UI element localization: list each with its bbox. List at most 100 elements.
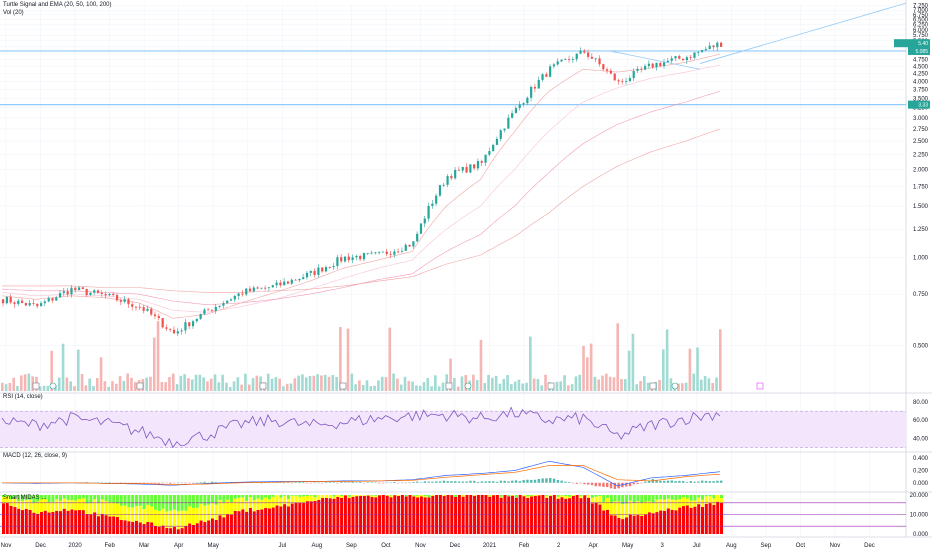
- volume-bar: [544, 374, 547, 391]
- smart-red-bar: [298, 502, 302, 534]
- smart-red-bar: [180, 528, 184, 534]
- smart-green-bar: [632, 495, 636, 503]
- smart-green-bar: [13, 495, 17, 499]
- smart-green-bar: [222, 495, 226, 503]
- candle-body: [701, 50, 704, 52]
- smart-red-bar: [119, 519, 123, 534]
- macd-histogram-bar: [518, 481, 522, 483]
- candle-body: [127, 299, 130, 305]
- smart-midas-pane: [0, 495, 906, 534]
- candle-body: [93, 290, 96, 293]
- candle-body: [20, 300, 24, 304]
- smart-green-bar: [530, 495, 534, 496]
- price-tick-label: 4.000: [913, 79, 929, 85]
- smart-yellow-bar: [587, 495, 591, 498]
- price-tick-label: 6.500: [913, 18, 929, 24]
- macd-histogram-bar: [632, 482, 636, 485]
- candle-body: [271, 285, 274, 288]
- volume-bar: [57, 377, 61, 391]
- volume-bar: [179, 375, 183, 391]
- candle-body: [28, 303, 31, 306]
- smart-red-bar: [81, 510, 85, 534]
- candle-body: [716, 42, 719, 48]
- volume-bar: [616, 323, 620, 391]
- smart-yellow-bar: [628, 500, 632, 515]
- smart-green-bar: [199, 495, 203, 504]
- macd-histogram-bar: [461, 481, 465, 483]
- smart-yellow-bar: [313, 497, 317, 501]
- smart-red-bar: [55, 510, 59, 534]
- candle-body: [499, 130, 502, 139]
- candle-body: [36, 303, 39, 307]
- smart-yellow-bar: [720, 498, 723, 503]
- smart-green-bar: [70, 495, 74, 501]
- smart-yellow-bar: [606, 497, 610, 510]
- smart-red-bar: [526, 497, 530, 534]
- candle-body: [157, 316, 160, 318]
- smart-yellow-bar: [693, 500, 697, 507]
- smart-green-bar: [96, 495, 100, 503]
- macd-histogram-bar: [701, 480, 704, 483]
- candle-body: [503, 128, 506, 131]
- volume-bar: [92, 385, 95, 391]
- candle-body: [55, 297, 58, 301]
- candle-body: [476, 161, 480, 169]
- macd-histogram-bar: [404, 482, 408, 484]
- smart-red-bar: [685, 505, 689, 534]
- volume-bar: [536, 379, 540, 391]
- smart-green-bar: [131, 495, 135, 508]
- time-tick-label: Dec: [35, 543, 46, 549]
- smart-legend[interactable]: Smart MIDAS ...: [3, 495, 47, 501]
- smart-red-bar: [256, 509, 260, 534]
- volume-bar: [719, 329, 722, 391]
- candle-body: [457, 169, 461, 171]
- candle-body: [564, 59, 567, 60]
- smart-yellow-bar: [530, 495, 534, 497]
- volume-bar: [411, 381, 414, 391]
- candle-body: [248, 288, 252, 292]
- candle-body: [108, 293, 111, 296]
- macd-histogram-bar: [374, 482, 377, 483]
- smart-yellow-bar: [47, 502, 51, 513]
- smart-red-bar: [142, 524, 146, 534]
- volume-legend[interactable]: Vol (20): [3, 10, 24, 16]
- time-tick-label: Apr: [174, 543, 183, 549]
- smart-green-bar: [590, 495, 594, 498]
- macd-histogram-bar: [533, 479, 537, 483]
- smart-yellow-bar: [104, 501, 108, 516]
- volume-bar: [498, 383, 502, 391]
- candle-body: [39, 303, 43, 307]
- main-legend-title[interactable]: Turtle Signal and EMA (20, 50, 100, 200): [3, 2, 112, 8]
- price-tick-label: 6.000: [913, 28, 929, 34]
- smart-green-bar: [693, 495, 697, 501]
- volume-bar: [183, 374, 186, 391]
- smart-green-bar: [77, 495, 81, 500]
- macd-histogram-bar: [100, 482, 104, 484]
- macd-histogram-bar: [427, 481, 430, 483]
- smart-yellow-bar: [549, 495, 553, 496]
- candle-body: [488, 151, 491, 155]
- smart-yellow-bar: [708, 496, 712, 504]
- macd-histogram-bar: [184, 482, 187, 484]
- candle-body: [199, 313, 202, 319]
- smart-green-bar: [191, 495, 195, 508]
- macd-histogram-bar: [313, 482, 316, 484]
- volume-bar: [99, 357, 103, 391]
- smart-yellow-bar: [689, 500, 693, 508]
- volume-bar: [221, 374, 224, 391]
- candle-body: [492, 144, 495, 152]
- macd-histogram-bar: [134, 482, 138, 484]
- candle-body: [70, 287, 73, 295]
- smart-green-bar: [245, 495, 249, 501]
- macd-legend[interactable]: MACD (12, 26, close, 9): [3, 453, 68, 459]
- volume-bar: [76, 349, 80, 391]
- macd-histogram-bar: [579, 482, 582, 484]
- candle-body: [461, 166, 464, 171]
- smart-yellow-bar: [226, 499, 230, 515]
- smart-tick-label: 0.000: [913, 532, 929, 538]
- smart-red-bar: [351, 496, 355, 534]
- candle-body: [545, 74, 548, 77]
- volume-bar: [213, 374, 217, 391]
- macd-histogram-bar: [606, 482, 609, 488]
- rsi-legend[interactable]: RSI (14, close): [3, 394, 43, 400]
